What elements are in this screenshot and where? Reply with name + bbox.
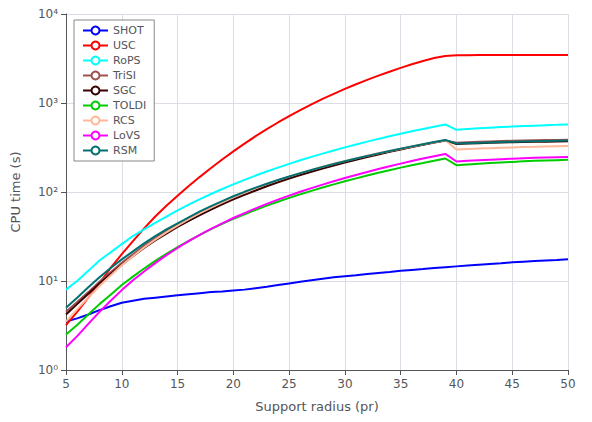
svg-text:Support radius (pr): Support radius (pr) — [255, 399, 379, 414]
svg-text:TriSI: TriSI — [112, 69, 136, 82]
svg-text:LoVS: LoVS — [113, 129, 140, 142]
svg-text:RoPS: RoPS — [113, 54, 141, 67]
svg-text:25: 25 — [281, 377, 296, 391]
svg-text:10⁴: 10⁴ — [38, 7, 58, 21]
svg-text:10²: 10² — [38, 185, 58, 199]
svg-text:35: 35 — [393, 377, 408, 391]
svg-text:50: 50 — [560, 377, 575, 391]
svg-text:TOLDI: TOLDI — [112, 99, 146, 112]
svg-text:RCS: RCS — [113, 114, 135, 127]
svg-text:10³: 10³ — [38, 96, 58, 110]
svg-text:10: 10 — [114, 377, 129, 391]
svg-text:40: 40 — [449, 377, 464, 391]
svg-text:10¹: 10¹ — [38, 274, 58, 288]
svg-text:20: 20 — [226, 377, 241, 391]
svg-text:RSM: RSM — [113, 144, 137, 157]
svg-text:USC: USC — [113, 39, 136, 52]
svg-text:5: 5 — [62, 377, 70, 391]
svg-text:45: 45 — [505, 377, 520, 391]
svg-text:30: 30 — [337, 377, 352, 391]
svg-text:15: 15 — [170, 377, 185, 391]
svg-text:CPU time (s): CPU time (s) — [8, 152, 23, 233]
svg-text:SHOT: SHOT — [113, 24, 144, 37]
svg-text:10⁰: 10⁰ — [38, 363, 58, 377]
svg-text:SGC: SGC — [113, 84, 137, 97]
